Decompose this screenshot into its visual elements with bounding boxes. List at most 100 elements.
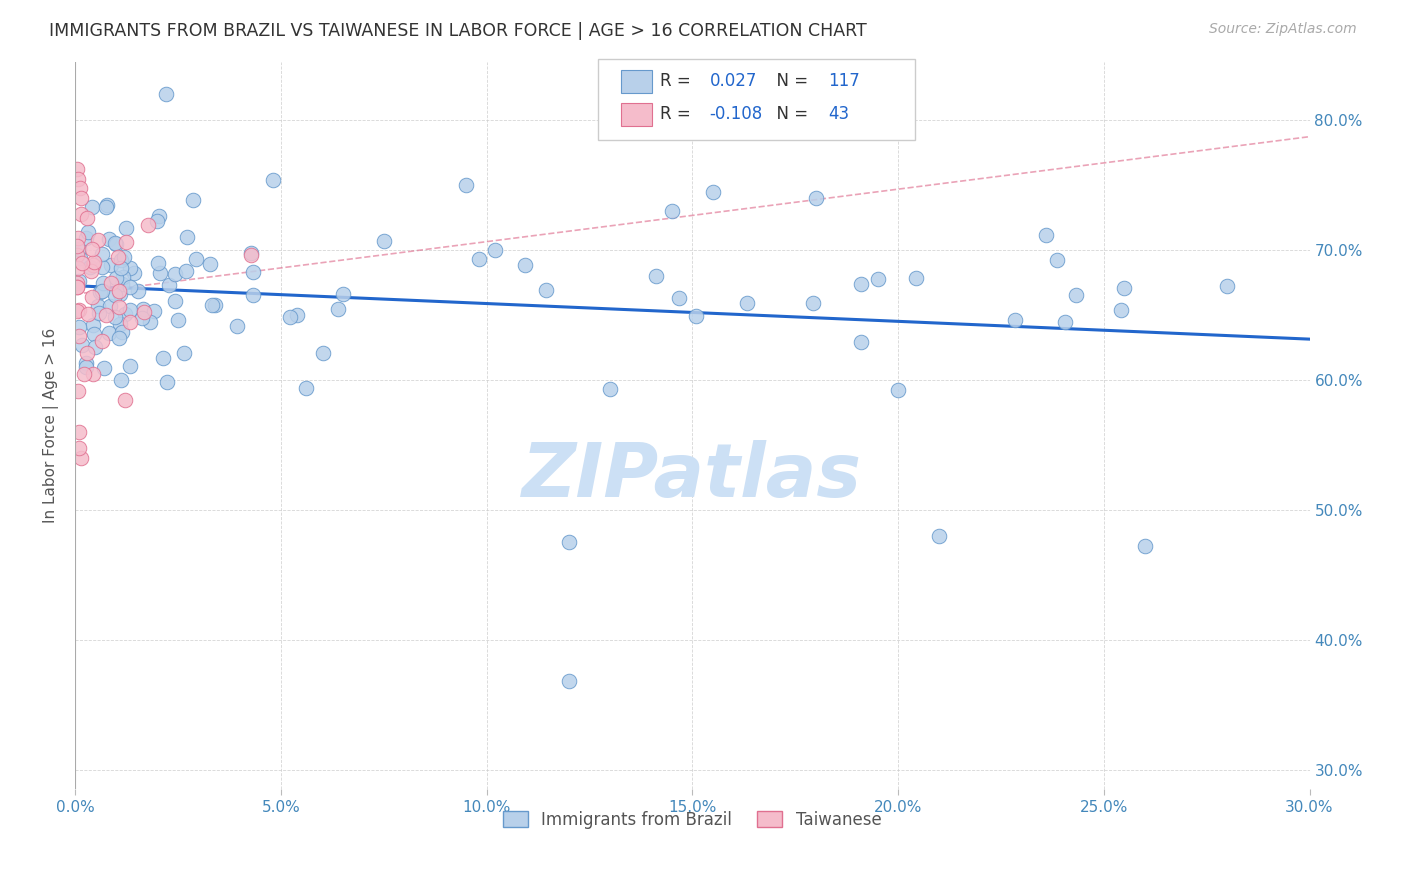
Point bbox=[138, 315, 160, 329]
Point bbox=[1114, 281, 1136, 295]
Point bbox=[75, 360, 97, 375]
Point bbox=[285, 308, 308, 322]
Point bbox=[67, 441, 90, 455]
Point bbox=[1053, 315, 1076, 329]
Point bbox=[66, 231, 89, 245]
Point bbox=[1035, 227, 1057, 242]
Legend: Immigrants from Brazil, Taiwanese: Immigrants from Brazil, Taiwanese bbox=[496, 804, 889, 836]
Point bbox=[108, 284, 131, 298]
Point bbox=[66, 280, 89, 294]
Point bbox=[373, 234, 395, 248]
Point bbox=[66, 304, 89, 318]
Point bbox=[200, 298, 222, 312]
Point bbox=[804, 191, 827, 205]
Point bbox=[67, 425, 90, 439]
Point bbox=[174, 264, 197, 278]
Point bbox=[66, 280, 89, 294]
Point bbox=[73, 367, 96, 381]
Point bbox=[127, 284, 149, 298]
Point bbox=[118, 260, 141, 275]
Point bbox=[118, 302, 141, 317]
Point bbox=[661, 204, 683, 219]
Point bbox=[90, 247, 112, 261]
Point bbox=[242, 288, 264, 302]
Point bbox=[80, 200, 103, 214]
FancyBboxPatch shape bbox=[620, 103, 651, 126]
Point bbox=[104, 310, 127, 325]
Point bbox=[851, 277, 873, 291]
Point bbox=[104, 237, 127, 252]
Point bbox=[67, 319, 90, 334]
Point bbox=[122, 266, 145, 280]
Point bbox=[76, 345, 98, 359]
Point bbox=[115, 220, 138, 235]
Point bbox=[157, 278, 180, 293]
Point bbox=[240, 248, 263, 262]
Point bbox=[155, 87, 177, 102]
Point bbox=[558, 674, 581, 689]
Point bbox=[1216, 279, 1239, 293]
Point bbox=[82, 367, 104, 381]
Point bbox=[1004, 312, 1026, 326]
Point bbox=[67, 171, 90, 186]
Point bbox=[312, 346, 335, 360]
Point bbox=[599, 382, 621, 396]
Point bbox=[69, 180, 91, 194]
Point bbox=[114, 307, 136, 321]
Text: Source: ZipAtlas.com: Source: ZipAtlas.com bbox=[1209, 22, 1357, 37]
Point bbox=[89, 285, 111, 300]
Point bbox=[156, 375, 179, 389]
Text: R =: R = bbox=[661, 72, 696, 90]
Point bbox=[91, 284, 114, 298]
Point bbox=[118, 359, 141, 373]
Point bbox=[69, 251, 91, 265]
Point bbox=[326, 301, 349, 316]
Point bbox=[91, 260, 114, 274]
Point bbox=[1064, 287, 1087, 301]
Point bbox=[467, 252, 489, 267]
Point bbox=[165, 294, 187, 309]
Point bbox=[801, 296, 824, 310]
Point bbox=[454, 178, 477, 192]
Point bbox=[72, 338, 94, 352]
Point bbox=[114, 393, 136, 408]
Point bbox=[67, 328, 90, 343]
Point bbox=[108, 330, 131, 344]
Point bbox=[66, 384, 89, 399]
Point bbox=[66, 162, 89, 177]
Text: -0.108: -0.108 bbox=[710, 105, 763, 123]
Point bbox=[79, 260, 101, 275]
Point bbox=[66, 277, 89, 291]
Point bbox=[294, 381, 316, 395]
Point bbox=[146, 214, 169, 228]
Point bbox=[70, 256, 93, 270]
Point bbox=[849, 334, 872, 349]
Point bbox=[83, 327, 105, 342]
Point bbox=[110, 253, 132, 268]
Point bbox=[87, 306, 110, 320]
Point bbox=[103, 288, 125, 302]
Point bbox=[91, 276, 114, 290]
Point bbox=[1133, 539, 1156, 553]
Point bbox=[112, 269, 135, 284]
Point bbox=[131, 310, 153, 325]
Point bbox=[80, 264, 103, 278]
Point bbox=[110, 373, 132, 387]
Point bbox=[143, 304, 166, 318]
Point bbox=[107, 250, 129, 264]
Point bbox=[184, 252, 207, 266]
Point bbox=[67, 260, 90, 275]
Point bbox=[98, 326, 121, 341]
Point bbox=[668, 291, 690, 305]
Point bbox=[76, 308, 98, 322]
Point bbox=[87, 233, 110, 247]
FancyBboxPatch shape bbox=[620, 70, 651, 93]
Point bbox=[70, 450, 93, 465]
Point bbox=[278, 310, 301, 324]
Point bbox=[1046, 252, 1069, 267]
Point bbox=[66, 248, 89, 262]
Point bbox=[75, 230, 97, 244]
Text: 0.027: 0.027 bbox=[710, 72, 756, 90]
Text: 43: 43 bbox=[828, 105, 849, 123]
Text: R =: R = bbox=[661, 105, 696, 123]
